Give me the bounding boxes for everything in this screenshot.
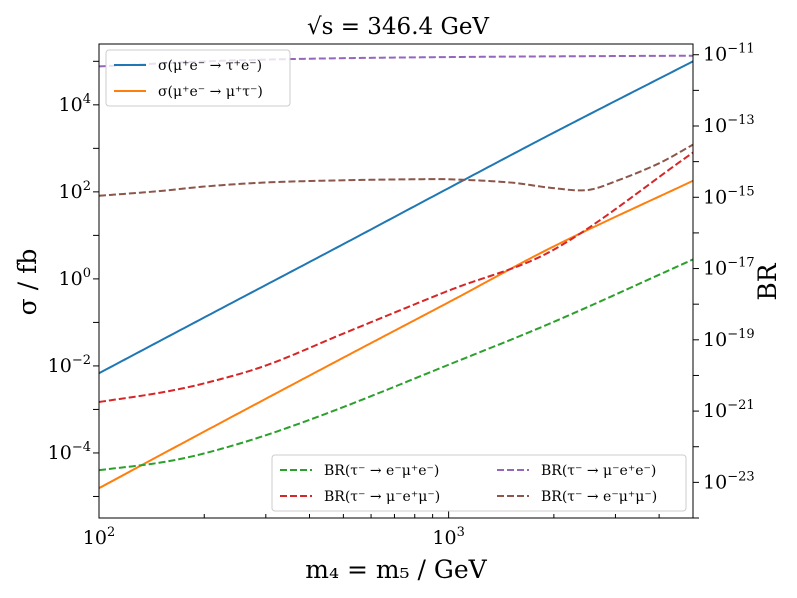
y-right-tick-label: 10−17 [703,256,755,280]
x-axis-title: m₄ = m₅ / GeV [305,555,487,584]
y-right-tick-exponent: −11 [727,42,754,57]
plot-area [99,54,693,490]
y-left-tick-label: 10−4 [48,440,91,464]
y-right-tick-label: 10−15 [703,184,755,208]
legend-box-lower-right [271,454,687,512]
legend-upper-left: σ(μ⁺e⁻ → τ⁺e⁻) σ(μ⁺e⁻ → μ⁺τ⁻) [105,49,291,107]
series-line-br_mu_e_mu [99,151,693,403]
y-left-tick-exponent: −2 [72,353,91,368]
x-tick-label: 102 [83,525,115,549]
y-left-tick-base: 10 [59,181,83,203]
y-right-tick-base: 10 [703,258,727,280]
y-left-tick-exponent: 0 [83,266,91,281]
y-right-tick-base: 10 [703,400,727,422]
series-line-br_mu_e_e [99,54,693,68]
y-right-tick-exponent: −19 [727,327,754,342]
y-right-tick-base: 10 [703,44,727,66]
labels: √s = 346.4 GeV m₄ = m₅ / GeV σ / fb BR [13,14,782,584]
x-tick-label: 103 [432,525,464,549]
y-right-tick-exponent: −13 [727,113,754,128]
y-right-tick-exponent: −15 [727,184,754,199]
series-line-sigma_mu [99,179,693,490]
legend-label-br_mu_e_e: BR(τ⁻ → μ⁻e⁺e⁻) [541,463,656,479]
y-right-tick-label: 10−11 [703,42,755,66]
y-right-tick-exponent: −21 [727,398,754,413]
y-left-tick-base: 10 [48,442,72,464]
y-right-tick-label: 10−19 [703,327,755,351]
y-right-tick-label: 10−13 [703,113,755,137]
y-left-tick-label: 100 [59,266,91,290]
y-right-tick-exponent: −23 [727,469,754,484]
legend-lower-right: BR(τ⁻ → e⁻μ⁺e⁻) BR(τ⁻ → μ⁻e⁺μ⁻) BR(τ⁻ → μ⁻… [271,454,687,512]
legend-label-br_e_mu_mu: BR(τ⁻ → e⁻μ⁺μ⁻) [541,489,657,505]
series-group [99,54,693,490]
legends: σ(μ⁺e⁻ → τ⁺e⁻) σ(μ⁺e⁻ → μ⁺τ⁻) BR(τ⁻ → e⁻μ⁺… [105,49,687,512]
y-left-tick-exponent: 2 [83,179,91,194]
y-right-tick-base: 10 [703,186,727,208]
y-left-tick-label: 104 [59,92,91,116]
legend-box-upper-left [105,49,291,107]
series-line-br_e_mu_mu [99,143,693,197]
x-tick-exponent: 3 [457,525,465,540]
y-right-tick-base: 10 [703,115,727,137]
y-right-tick-base: 10 [703,471,727,493]
series-line-sigma_tau [99,60,693,375]
y-left-tick-label: 102 [59,179,91,203]
y-right-tick-label: 10−21 [703,398,755,422]
legend-label-sigma_mu: σ(μ⁺e⁻ → μ⁺τ⁻) [158,84,263,100]
y-right-tick-exponent: −17 [727,256,754,271]
y-left-tick-exponent: −4 [72,440,91,455]
y-left-tick-base: 10 [59,268,83,290]
y-left-tick-base: 10 [48,355,72,377]
legend-label-br_e_mu_e: BR(τ⁻ → e⁻μ⁺e⁻) [324,463,439,479]
legend-label-sigma_tau: σ(μ⁺e⁻ → τ⁺e⁻) [158,58,262,74]
y-left-tick-exponent: 4 [83,92,91,107]
x-tick-base: 10 [432,527,456,549]
y-axis-title-right: BR [753,262,782,300]
axes: 102 10310−410−210010210410−2310−2110−1910… [48,42,755,549]
y-left-tick-base: 10 [59,94,83,116]
x-tick-exponent: 2 [107,525,115,540]
y-left-tick-label: 10−2 [48,353,91,377]
x-tick-base: 10 [83,527,107,549]
y-right-tick-base: 10 [703,329,727,351]
series-line-br_e_mu_e [99,258,693,472]
y-right-tick-label: 10−23 [703,469,755,493]
plot-frame [98,43,694,519]
legend-label-br_mu_e_mu: BR(τ⁻ → μ⁻e⁺μ⁻) [324,489,440,505]
y-axis-title-left: σ / fb [13,249,42,316]
chart-title: √s = 346.4 GeV [307,14,489,40]
